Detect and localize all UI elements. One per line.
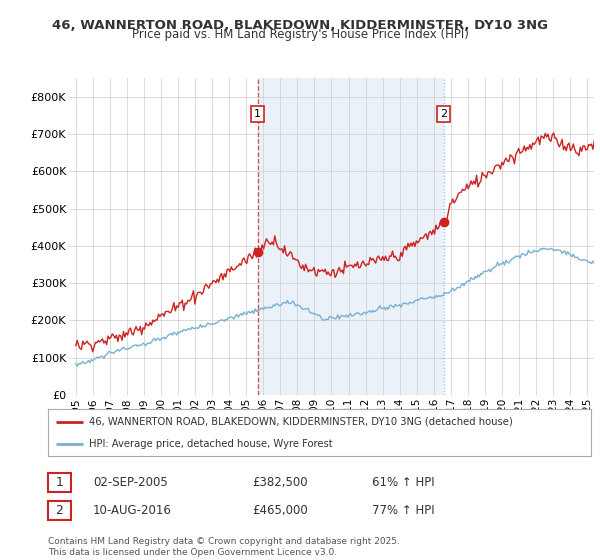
Text: 10-AUG-2016: 10-AUG-2016 — [93, 504, 172, 517]
Text: 46, WANNERTON ROAD, BLAKEDOWN, KIDDERMINSTER, DY10 3NG (detached house): 46, WANNERTON ROAD, BLAKEDOWN, KIDDERMIN… — [89, 417, 512, 427]
Text: Price paid vs. HM Land Registry's House Price Index (HPI): Price paid vs. HM Land Registry's House … — [131, 28, 469, 41]
Text: 1: 1 — [55, 476, 64, 489]
Text: 77% ↑ HPI: 77% ↑ HPI — [372, 504, 434, 517]
Bar — [257, 78, 443, 395]
Text: 2: 2 — [55, 504, 64, 517]
Text: 46, WANNERTON ROAD, BLAKEDOWN, KIDDERMINSTER, DY10 3NG: 46, WANNERTON ROAD, BLAKEDOWN, KIDDERMIN… — [52, 18, 548, 32]
Text: 1: 1 — [254, 109, 261, 119]
Text: 61% ↑ HPI: 61% ↑ HPI — [372, 476, 434, 489]
Text: £465,000: £465,000 — [252, 504, 308, 517]
Text: £382,500: £382,500 — [252, 476, 308, 489]
Text: Contains HM Land Registry data © Crown copyright and database right 2025.
This d: Contains HM Land Registry data © Crown c… — [48, 537, 400, 557]
Text: 2: 2 — [440, 109, 447, 119]
Text: HPI: Average price, detached house, Wyre Forest: HPI: Average price, detached house, Wyre… — [89, 438, 332, 449]
Text: 02-SEP-2005: 02-SEP-2005 — [93, 476, 168, 489]
